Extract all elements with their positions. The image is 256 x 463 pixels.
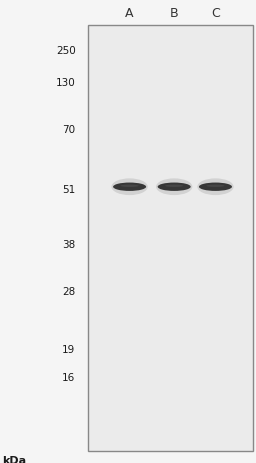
Text: 250: 250 [56,46,76,56]
Text: 16: 16 [62,372,76,382]
Ellipse shape [156,179,192,196]
Ellipse shape [199,183,232,192]
Text: 38: 38 [62,240,76,250]
Text: 51: 51 [62,184,76,194]
Text: 19: 19 [62,344,76,354]
Text: 28: 28 [62,287,76,297]
Ellipse shape [165,185,183,188]
Text: 70: 70 [62,125,76,135]
Text: kDa: kDa [3,455,27,463]
Text: C: C [211,7,220,20]
Text: A: A [125,7,134,20]
Text: 130: 130 [56,78,76,88]
Bar [88,25,253,451]
Ellipse shape [197,179,234,196]
Ellipse shape [158,183,191,192]
Ellipse shape [113,183,146,192]
Ellipse shape [206,185,225,188]
Ellipse shape [121,185,139,188]
Ellipse shape [111,179,148,196]
Text: B: B [170,7,178,20]
